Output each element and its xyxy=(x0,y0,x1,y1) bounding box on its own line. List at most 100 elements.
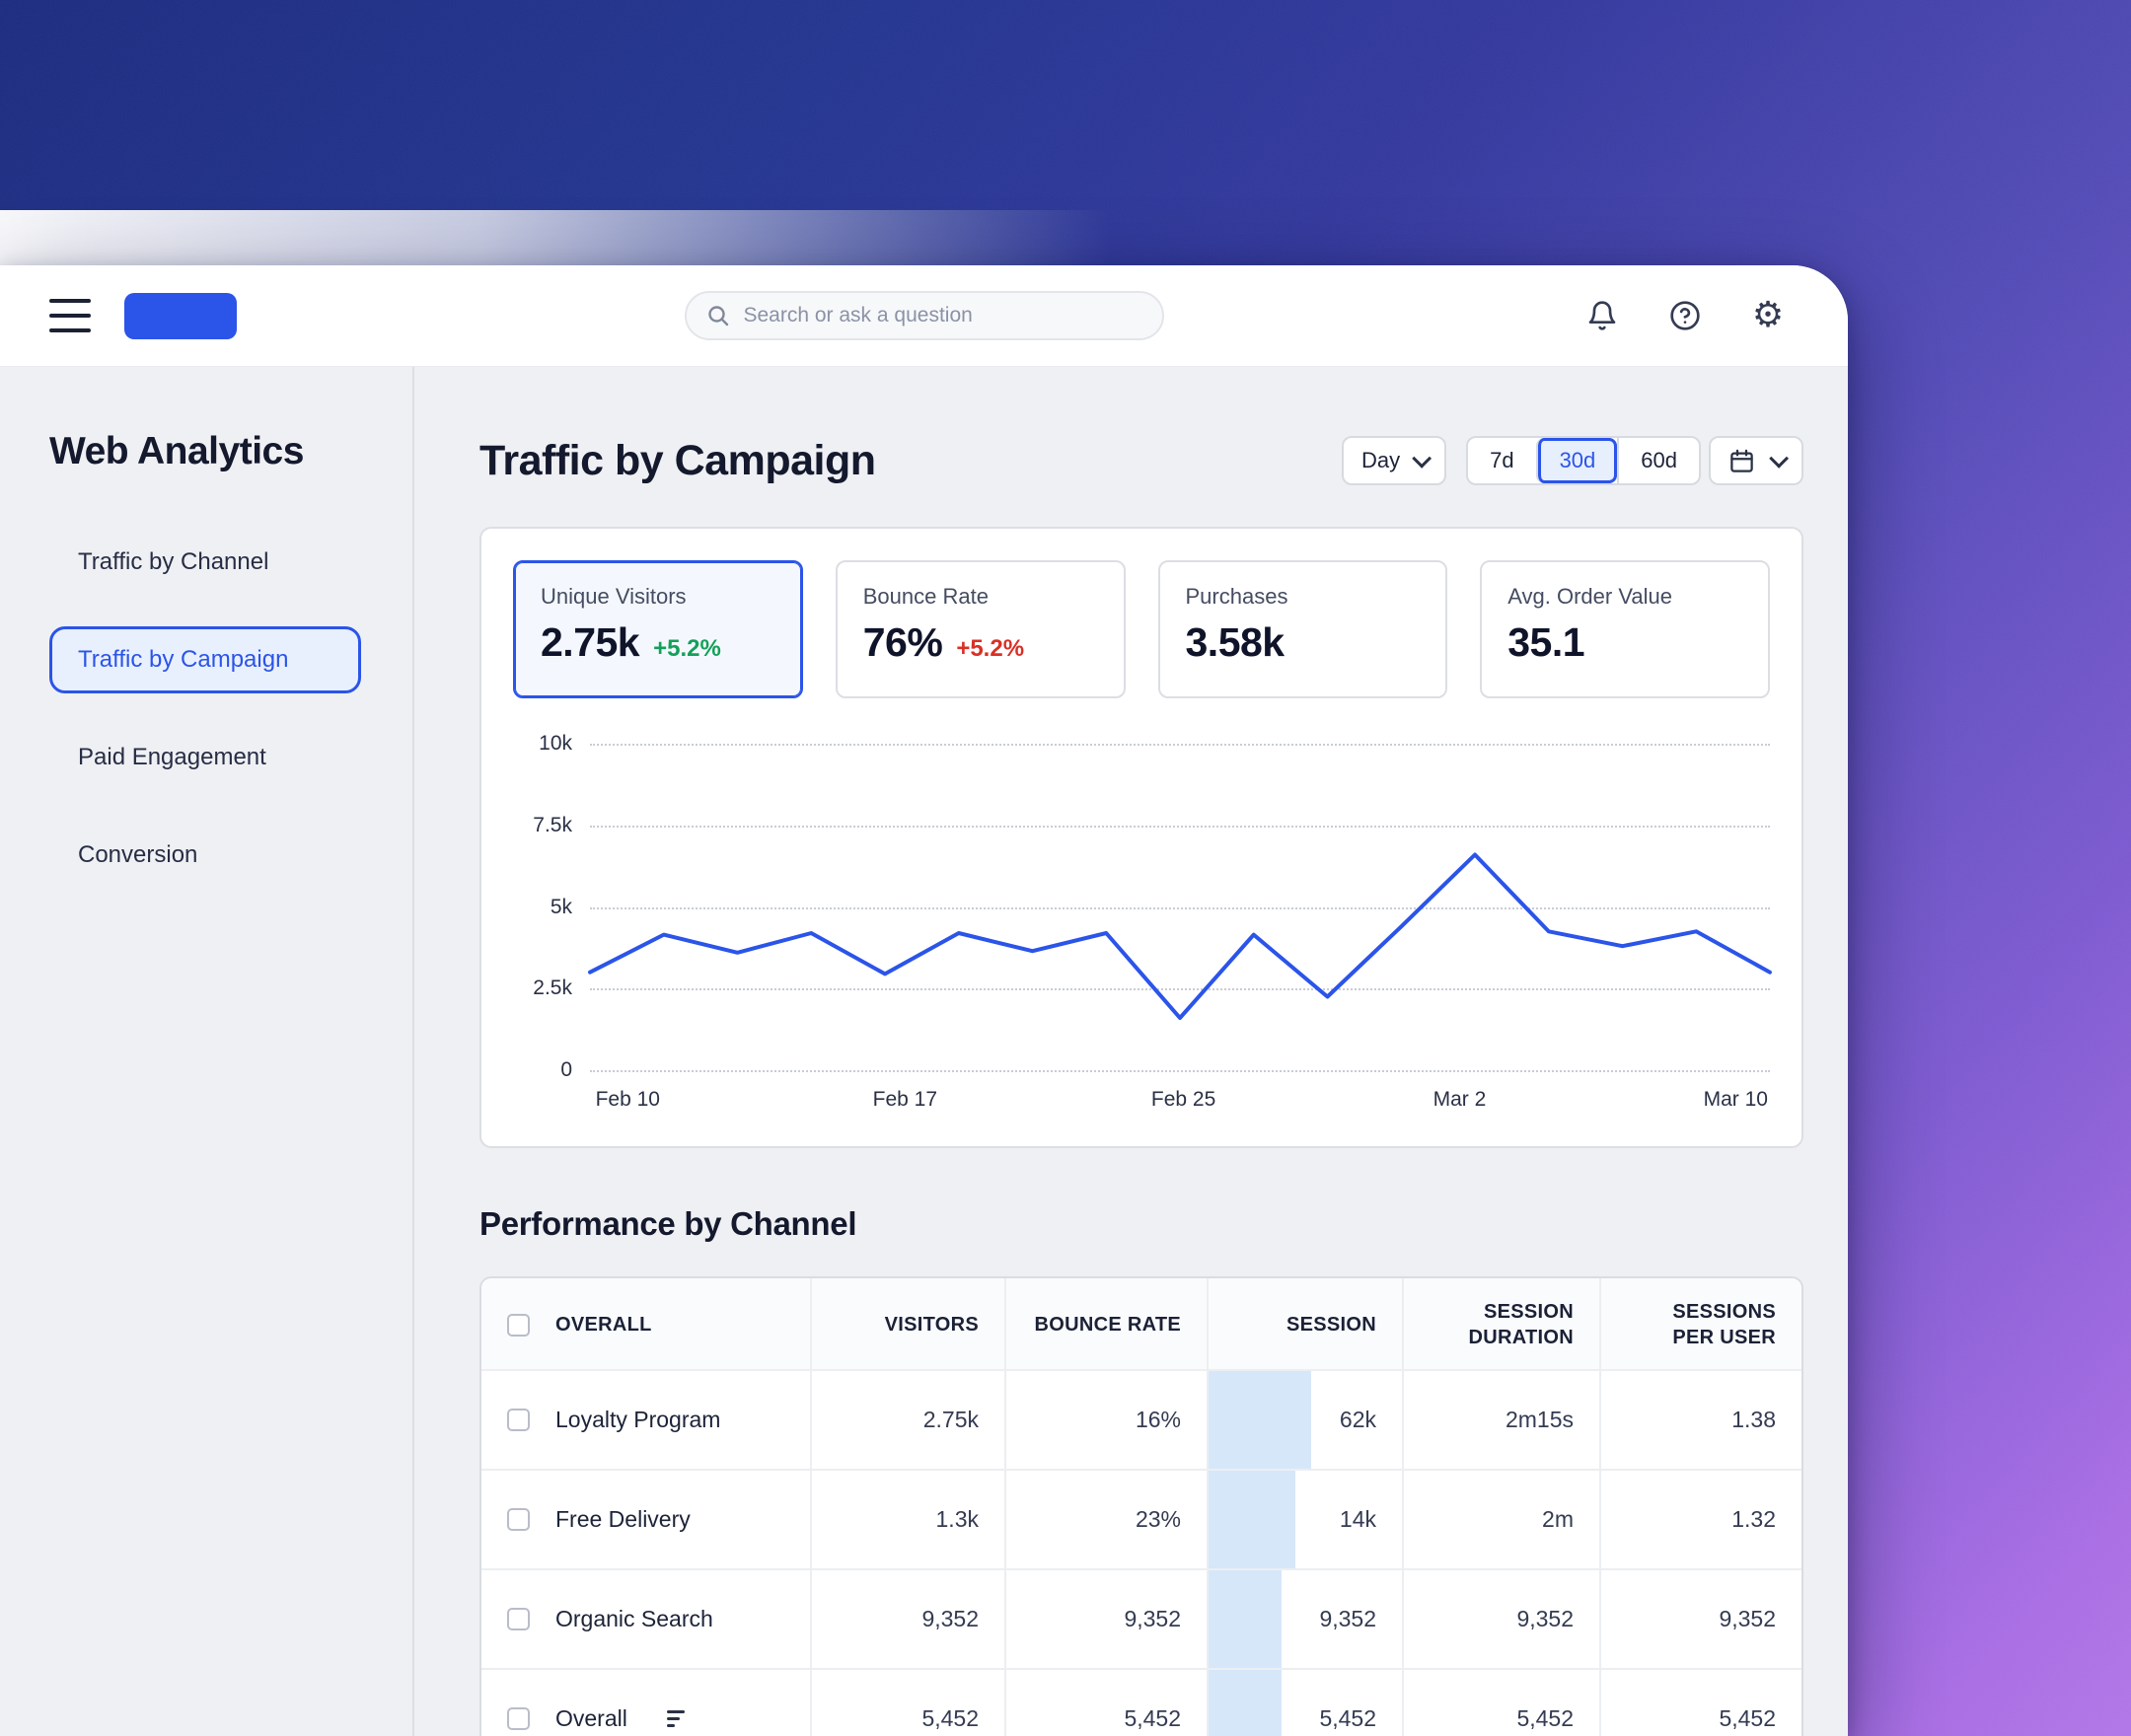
range-30d-button[interactable]: 30d xyxy=(1535,438,1618,483)
row-checkbox[interactable] xyxy=(507,1608,530,1630)
y-tick: 5k xyxy=(550,895,572,918)
table-row-loyalty-program: Loyalty Program 2.75k 16% 62k 2m15s 1.38 xyxy=(481,1371,1801,1471)
table-row-free-delivery: Free Delivery 1.3k 23% 14k 2m 1.32 xyxy=(481,1471,1801,1570)
session-cell: 5,452 xyxy=(1207,1670,1402,1736)
x-tick: Mar 2 xyxy=(1433,1088,1487,1111)
visitors-cell: 1.3k xyxy=(810,1471,1004,1568)
sessions-per-user-cell: 1.32 xyxy=(1599,1471,1801,1568)
performance-table: OVERALL VISITORS BOUNCE RATE SESSION SES… xyxy=(479,1276,1803,1736)
chart-controls: Day 7d 30d 60d xyxy=(1341,436,1803,485)
kpi-cards: Unique Visitors 2.75k +5.2% Bounce Rate … xyxy=(513,560,1770,698)
channel-name: Loyalty Program xyxy=(555,1407,721,1432)
kpi-delta: +5.2% xyxy=(956,635,1025,662)
table-header-row: OVERALL VISITORS BOUNCE RATE SESSION SES… xyxy=(481,1278,1801,1371)
granularity-label: Day xyxy=(1360,448,1401,472)
kpi-label: Bounce Rate xyxy=(862,584,989,609)
select-all-checkbox[interactable] xyxy=(507,1313,530,1337)
channel-name: Organic Search xyxy=(555,1606,713,1631)
sessions-per-user-cell: 9,352 xyxy=(1599,1570,1801,1668)
session-bar xyxy=(1209,1670,1283,1736)
page-title: Traffic by Campaign xyxy=(479,436,876,484)
help-button[interactable] xyxy=(1666,297,1704,334)
background-light-band xyxy=(0,210,1263,266)
session-cell: 14k xyxy=(1207,1471,1402,1568)
search-icon xyxy=(707,306,728,326)
sidebar-item-paid-engagement[interactable]: Paid Engagement xyxy=(78,744,266,770)
help-icon xyxy=(1670,301,1700,330)
sidebar-title: Web Analytics xyxy=(49,430,304,472)
y-axis: 10k 7.5k 5k 2.5k 0 xyxy=(513,732,590,1081)
row-checkbox[interactable] xyxy=(507,1508,530,1531)
traffic-line xyxy=(590,855,1770,1019)
line-series-svg xyxy=(590,744,1770,1070)
row-checkbox[interactable] xyxy=(507,1409,530,1431)
settings-button[interactable]: ⚙ xyxy=(1749,297,1787,334)
channel-name: Overall xyxy=(555,1705,627,1731)
visitors-cell: 5,452 xyxy=(810,1670,1004,1736)
sidebar-nav: Traffic by Channel Traffic by Campaign P… xyxy=(49,529,412,889)
calendar-icon xyxy=(1730,449,1753,472)
date-picker-button[interactable] xyxy=(1709,436,1803,485)
column-header-sessions-per-user: SESSIONS PER USER xyxy=(1599,1278,1801,1371)
sessions-per-user-cell: 1.38 xyxy=(1599,1371,1801,1469)
session-bar xyxy=(1209,1371,1311,1469)
search-input[interactable] xyxy=(743,304,1142,327)
kpi-card-unique-visitors[interactable]: Unique Visitors 2.75k +5.2% xyxy=(513,560,803,698)
kpi-label: Purchases xyxy=(1185,584,1288,609)
x-tick: Mar 10 xyxy=(1703,1088,1768,1111)
bell-icon xyxy=(1588,301,1616,330)
session-duration-cell: 2m15s xyxy=(1402,1371,1599,1469)
kpi-value: 3.58k xyxy=(1185,619,1286,665)
range-segmented-control: 7d 30d 60d xyxy=(1466,436,1701,485)
channel-name: Free Delivery xyxy=(555,1506,691,1532)
chevron-down-icon xyxy=(1769,448,1790,469)
sidebar-item-conversion[interactable]: Conversion xyxy=(78,841,198,868)
row-checkbox[interactable] xyxy=(507,1707,530,1730)
kpi-delta: +5.2% xyxy=(653,635,721,662)
bounce-rate-cell: 9,352 xyxy=(1004,1570,1207,1668)
traffic-chart-panel: Unique Visitors 2.75k +5.2% Bounce Rate … xyxy=(479,527,1803,1148)
kpi-label: Avg. Order Value xyxy=(1507,584,1672,609)
kpi-card-bounce-rate[interactable]: Bounce Rate 76% +5.2% xyxy=(835,560,1126,698)
y-tick: 0 xyxy=(560,1058,572,1081)
chevron-down-icon xyxy=(1412,448,1433,469)
kpi-value: 35.1 xyxy=(1507,619,1585,665)
kpi-card-purchases[interactable]: Purchases 3.58k xyxy=(1157,560,1448,698)
kpi-card-avg-order-value[interactable]: Avg. Order Value 35.1 xyxy=(1480,560,1770,698)
table-row-organic-search: Organic Search 9,352 9,352 9,352 9,352 9… xyxy=(481,1570,1801,1670)
sidebar: Web Analytics Traffic by Channel Traffic… xyxy=(0,367,414,1736)
kpi-label: Unique Visitors xyxy=(541,584,687,609)
traffic-line-chart: 10k 7.5k 5k 2.5k 0 xyxy=(513,732,1770,1081)
performance-section-title: Performance by Channel xyxy=(479,1205,857,1242)
session-duration-cell: 2m xyxy=(1402,1471,1599,1568)
y-tick: 7.5k xyxy=(533,813,572,836)
app-window: ⚙ Web Analytics Traffic by Channel Traff… xyxy=(0,265,1848,1736)
top-bar: ⚙ xyxy=(0,265,1848,367)
column-header-bounce-rate: BOUNCE RATE xyxy=(1004,1278,1207,1371)
sort-icon[interactable] xyxy=(666,1710,685,1727)
header-icons: ⚙ xyxy=(1583,297,1787,334)
plot-area xyxy=(590,744,1770,1072)
range-7d-button[interactable]: 7d xyxy=(1490,448,1514,472)
sidebar-item-traffic-by-campaign[interactable]: Traffic by Campaign xyxy=(49,626,361,693)
kpi-value: 2.75k xyxy=(541,619,640,665)
session-cell: 9,352 xyxy=(1207,1570,1402,1668)
logo[interactable] xyxy=(124,292,237,339)
x-tick: Feb 10 xyxy=(595,1088,660,1111)
x-axis: Feb 10 Feb 17 Feb 25 Mar 2 Mar 10 xyxy=(590,1070,1770,1121)
menu-button[interactable] xyxy=(49,299,91,332)
bounce-rate-cell: 16% xyxy=(1004,1371,1207,1469)
notifications-button[interactable] xyxy=(1583,297,1621,334)
session-cell: 62k xyxy=(1207,1371,1402,1469)
sidebar-item-traffic-by-channel[interactable]: Traffic by Channel xyxy=(78,548,269,575)
gear-icon: ⚙ xyxy=(1751,295,1785,335)
bounce-rate-cell: 23% xyxy=(1004,1471,1207,1568)
column-header-visitors: VISITORS xyxy=(810,1278,1004,1371)
range-60d-button[interactable]: 60d xyxy=(1617,438,1699,483)
granularity-select[interactable]: Day xyxy=(1341,436,1447,485)
session-bar xyxy=(1209,1570,1283,1668)
search-bar[interactable] xyxy=(684,291,1164,340)
column-header-overall: OVERALL xyxy=(555,1314,652,1336)
y-tick: 10k xyxy=(539,732,572,755)
